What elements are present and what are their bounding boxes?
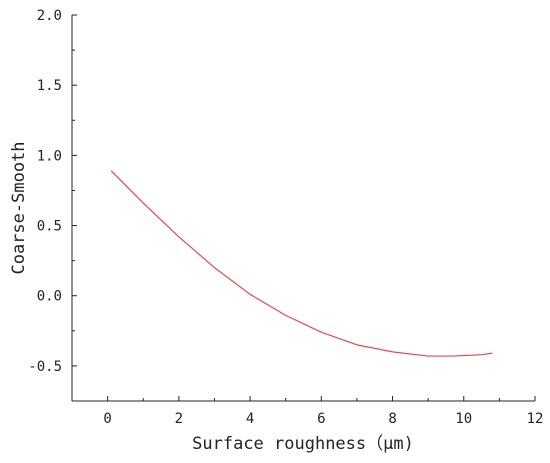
labels-layer: -0.5 0.0 0.5 1.0 1.5 2.0 0 2 4 6 8 10 12 [28,8,543,427]
x-tick-label: 0 [103,411,111,427]
axes [71,15,535,402]
x-tick-label: 2 [175,411,183,427]
series-line [110,170,493,357]
y-axis-title: Coarse-Smooth [9,141,29,274]
series-layer [110,170,493,357]
x-tick-label: 4 [246,411,254,427]
x-tick-label: 10 [455,411,472,427]
y-tick-label: 1.5 [37,78,62,94]
x-tick-label: 12 [527,411,544,427]
y-tick-label: 2.0 [37,8,62,24]
y-tick-label: 1.0 [37,148,62,164]
x-tick-label: 8 [388,411,396,427]
x-tick-label: 6 [317,411,325,427]
y-tick-label: 0.0 [37,289,62,305]
ticks [71,14,536,402]
y-tick-label: -0.5 [28,359,62,375]
y-tick-label: 0.5 [37,219,62,235]
x-axis-title: Surface roughness（μm) [192,434,414,454]
